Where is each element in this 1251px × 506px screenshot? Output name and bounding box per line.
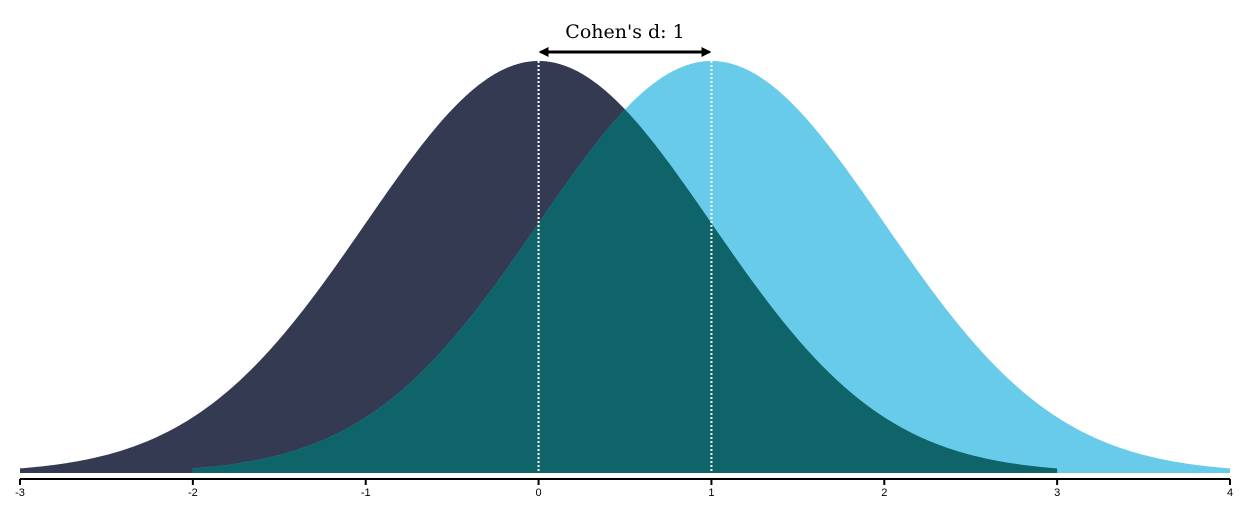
- x-tick-label: 3: [1054, 487, 1060, 499]
- x-axis: -3 -2 -1 0 1 2 3 4: [15, 478, 1233, 499]
- overlap-area: [192, 109, 1058, 473]
- chart-title: Cohen's d: 1: [565, 21, 684, 43]
- x-tick-label: 1: [708, 487, 714, 499]
- x-tick-label: 2: [881, 487, 887, 499]
- x-tick-label: 4: [1227, 487, 1233, 499]
- x-tick-label: 0: [536, 487, 542, 499]
- x-tick-label: -1: [361, 487, 371, 499]
- x-tick-label: -2: [188, 487, 198, 499]
- x-tick-label: -3: [15, 487, 25, 499]
